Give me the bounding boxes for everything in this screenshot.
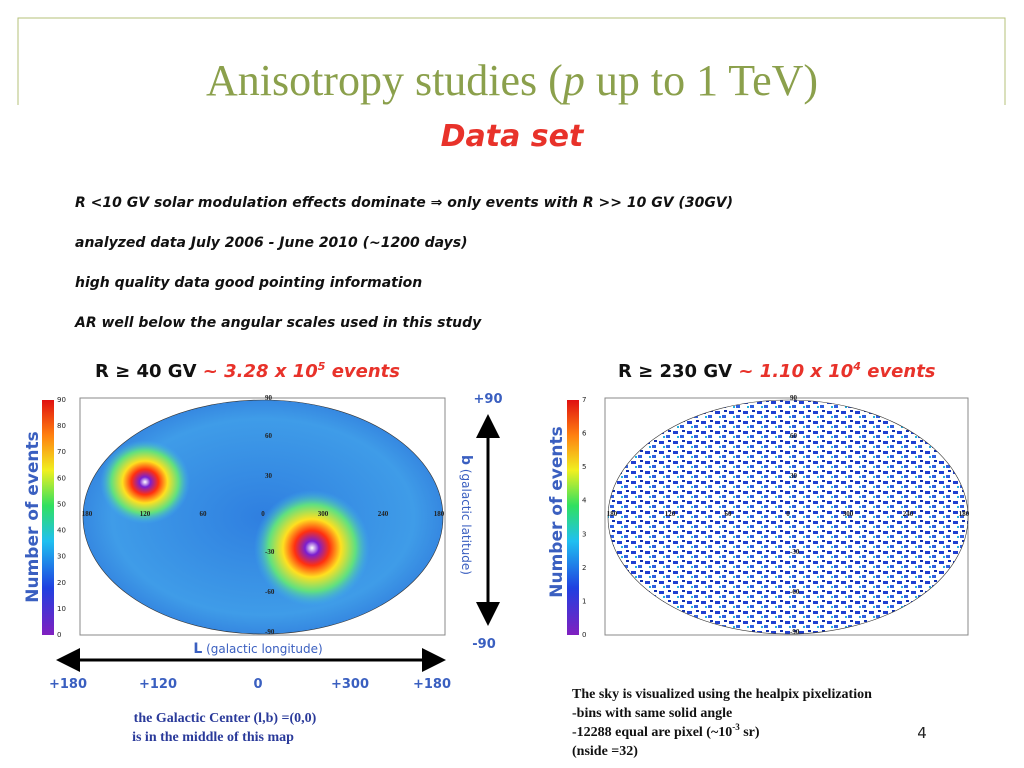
colorbar-tick: 90 [57, 396, 66, 404]
lon-label: 0 [786, 510, 790, 518]
colorbar [567, 400, 579, 635]
bullet: AR well below the angular scales used in… [74, 315, 482, 331]
page-number: 4 [917, 724, 927, 742]
colorbar-tick: 7 [582, 396, 586, 404]
lon-label: 240 [903, 510, 914, 518]
colorbar-tick: 80 [57, 422, 66, 430]
lat-label: -60 [265, 588, 275, 596]
footnote: -bins with same solid angle [572, 706, 732, 721]
bullet: high quality data good pointing informat… [75, 275, 422, 291]
right-heading: R ≥ 230 GV ~ 1.10 x 104 events [618, 354, 936, 382]
frame [17, 17, 1006, 105]
colorbar-tick: 40 [57, 527, 66, 535]
lat-label: -60 [790, 588, 800, 596]
lat-label: -30 [265, 548, 275, 556]
colorbar-tick: 60 [57, 474, 66, 482]
l-tick: 0 [253, 677, 262, 692]
colorbar-tick: 1 [582, 597, 586, 605]
hotspot [254, 490, 370, 606]
lat-label: -30 [790, 548, 800, 556]
colorbar-tick: 70 [57, 448, 66, 456]
footnote: -12288 equal are pixel (~10-3 sr) [572, 722, 760, 740]
colorbar-tick: 10 [57, 605, 66, 613]
lon-label: 240 [378, 510, 389, 518]
colorbar-tick: 6 [582, 430, 587, 438]
lon-label: 300 [843, 510, 854, 518]
lat-label: 30 [790, 472, 798, 480]
note: the Galactic Center (l,b) =(0,0) [134, 711, 317, 726]
colorbar-tick: 0 [582, 631, 586, 639]
lat-label: 60 [790, 432, 798, 440]
colorbar-tick: 4 [582, 497, 587, 505]
colorbar-label: Number of events [547, 426, 567, 598]
colorbar-tick: 3 [582, 530, 586, 538]
bullet: R <10 GV solar modulation effects domina… [75, 195, 733, 211]
lat-label: 90 [790, 394, 798, 402]
lon-label: 60 [725, 510, 733, 518]
colorbar-tick: 0 [57, 631, 61, 639]
l-tick: +120 [139, 677, 177, 692]
lon-label: 60 [200, 510, 208, 518]
colorbar-tick: 50 [57, 500, 66, 508]
colorbar-tick: 30 [57, 553, 66, 561]
lat-label: 60 [265, 432, 273, 440]
right-map [607, 399, 969, 635]
lon-label: 120 [665, 510, 676, 518]
lon-label: 0 [261, 510, 265, 518]
colorbar [42, 400, 54, 635]
colorbar-tick: 20 [57, 579, 66, 587]
b-top: +90 [474, 392, 503, 407]
note: is in the middle of this map [132, 730, 294, 745]
b-label: b (galactic latitude) [458, 455, 474, 575]
bullets: R <10 GV solar modulation effects domina… [74, 195, 733, 331]
title: Anisotropy studies (p up to 1 TeV) [206, 56, 818, 105]
colorbar-label: Number of events [23, 431, 43, 603]
footnote: The sky is visualized using the healpix … [572, 687, 872, 702]
lon-label: 180 [434, 510, 445, 518]
lon-label: 120 [140, 510, 151, 518]
lat-label: -90 [790, 628, 800, 636]
lat-label: 30 [265, 472, 273, 480]
left-heading: R ≥ 40 GV ~ 3.28 x 105 events [95, 354, 400, 382]
l-tick: +300 [331, 677, 369, 692]
lon-label: 180 [959, 510, 970, 518]
bullet: analyzed data July 2006 - June 2010 (~12… [75, 235, 468, 251]
l-label: L (galactic longitude) [193, 641, 322, 657]
lat-label: -90 [265, 628, 275, 636]
lat-label: 90 [265, 394, 273, 402]
lon-label: 180 [82, 510, 93, 518]
b-bottom: -90 [472, 637, 496, 652]
l-tick: +180 [413, 677, 451, 692]
subtitle: Data set [441, 119, 585, 154]
hotspot [100, 440, 190, 524]
lon-label: 180 [607, 510, 618, 518]
footnote: (nside =32) [572, 744, 638, 759]
lon-label: 300 [318, 510, 329, 518]
colorbar-tick: 5 [582, 463, 586, 471]
l-tick: +180 [49, 677, 87, 692]
colorbar-tick: 2 [582, 564, 586, 572]
l-ticks: +180 +120 0 +300 +180 [49, 677, 451, 692]
